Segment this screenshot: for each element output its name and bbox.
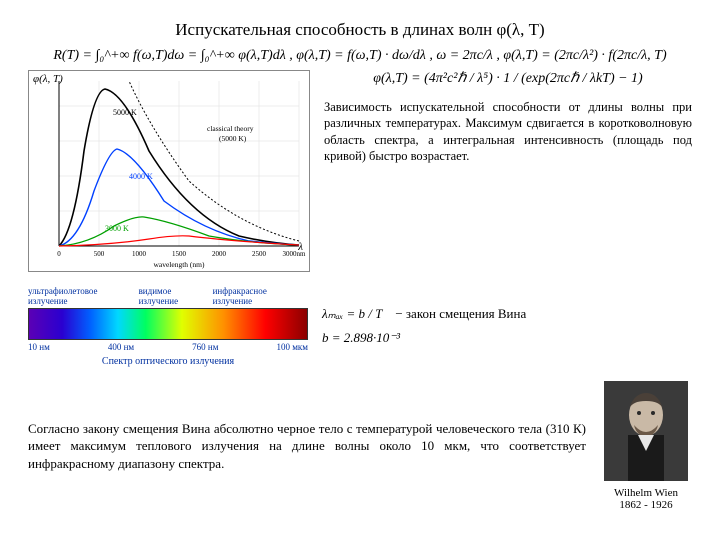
portrait-name: Wilhelm Wien (614, 487, 678, 499)
svg-text:3000 K: 3000 K (105, 224, 129, 233)
svg-text:5000 K: 5000 K (113, 108, 137, 117)
svg-text:(5000 K): (5000 K) (219, 134, 247, 143)
svg-text:classical theory: classical theory (207, 124, 254, 133)
wien-law-text: − закон смещения Вина (395, 306, 526, 321)
wien-constant: b = 2.898·10⁻³ (322, 330, 400, 345)
spec-tick: 100 мкм (276, 342, 308, 352)
equation-chain: R(T) = ∫₀^+∞ f(ω,T)dω = ∫₀^+∞ φ(λ,T)dλ ,… (28, 48, 692, 64)
svg-text:0: 0 (57, 250, 61, 258)
svg-text:1500: 1500 (172, 250, 187, 258)
wien-portrait: Wilhelm Wien 1862 - 1926 (600, 381, 692, 511)
chart-xlabel: λ (298, 241, 303, 253)
spec-tick: 10 нм (28, 342, 50, 352)
svg-text:1000: 1000 (132, 250, 147, 258)
planck-equation: φ(λ,T) = (4π²c²ℏ / λ⁵) · 1 / (exp(2πcℏ /… (324, 70, 692, 87)
svg-text:4000 K: 4000 K (129, 172, 153, 181)
bottom-paragraph: Согласно закону смещения Вина абсолютно … (28, 420, 586, 473)
svg-text:2000: 2000 (212, 250, 227, 258)
spec-label-vis: видимое излучение (139, 286, 213, 306)
dependence-paragraph: Зависимость испускательной способности о… (324, 99, 692, 164)
portrait-image (604, 381, 688, 481)
spec-label-ir: инфракрасное излучение (213, 286, 308, 306)
svg-text:2500: 2500 (252, 250, 267, 258)
svg-text:500: 500 (94, 250, 105, 258)
spec-tick: 760 нм (192, 342, 218, 352)
optical-spectrum: ультрафиолетовое излучение видимое излуч… (28, 284, 308, 367)
portrait-years: 1862 - 1926 (619, 499, 672, 511)
spec-tick: 400 нм (108, 342, 134, 352)
chart-ylabel: φ(λ, T) (33, 73, 63, 85)
wien-law-block: λₘₐₓ = b / T − закон смещения Вина b = 2… (322, 306, 692, 346)
spectrum-caption: Спектр оптического излучения (28, 356, 308, 367)
page-title: Испускательная способность в длинах волн… (28, 20, 692, 40)
chart-svg: 5000 K 4000 K 3000 K classical theory (5… (29, 71, 309, 271)
emissivity-chart: φ(λ, T) λ (28, 70, 310, 272)
spec-label-uv: ультрафиолетовое излучение (28, 286, 139, 306)
wien-equation: λₘₐₓ = b / T (322, 306, 382, 321)
xaxis-caption: wavelength (nm) (153, 260, 205, 269)
spectrum-bar (28, 308, 308, 340)
